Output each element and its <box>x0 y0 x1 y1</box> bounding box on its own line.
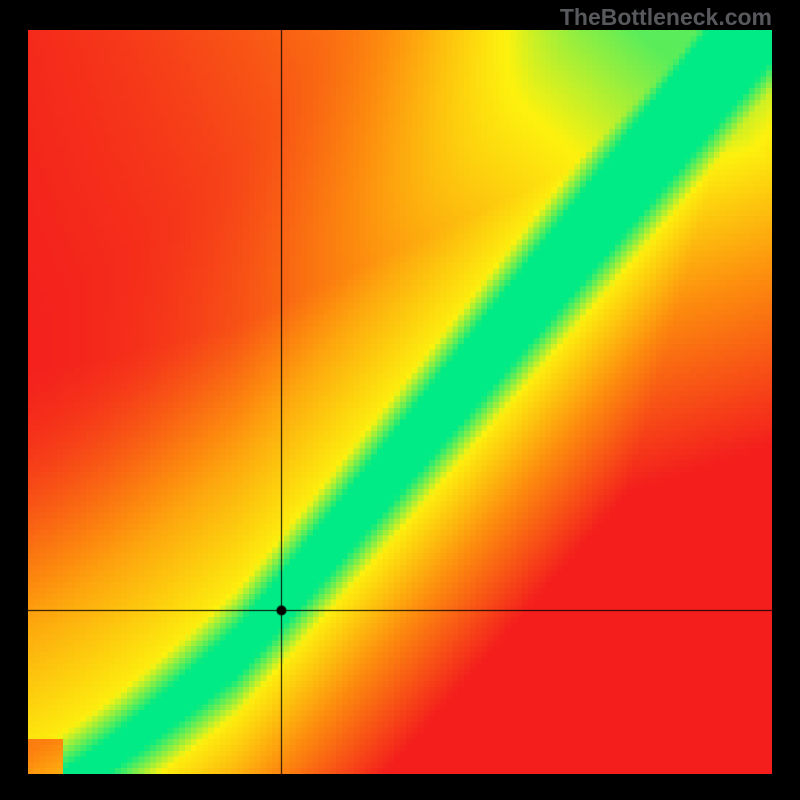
chart-container: TheBottleneck.com <box>0 0 800 800</box>
crosshair-overlay <box>28 30 772 774</box>
watermark-text: TheBottleneck.com <box>560 4 772 31</box>
